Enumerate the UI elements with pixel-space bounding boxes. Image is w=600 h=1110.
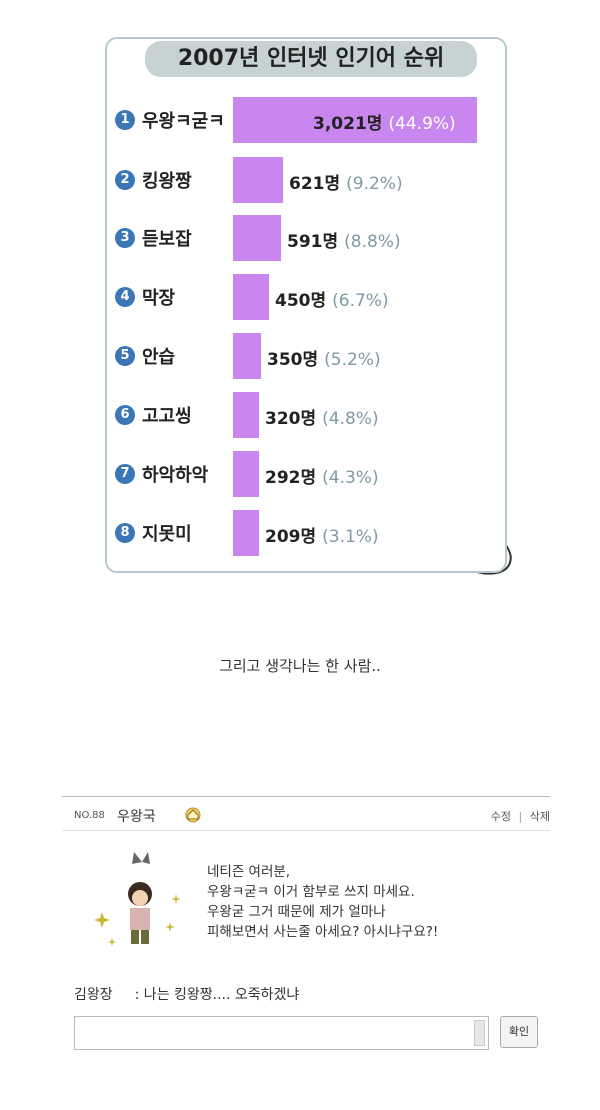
chart-row: 1 우왕ㅋ굳ㅋ 3,021명 (44.9%) <box>115 97 505 147</box>
comment-input[interactable] <box>74 1016 489 1050</box>
bar-value-label: 292명 (4.3%) <box>265 463 379 488</box>
separator: | <box>518 810 523 823</box>
chart-title: 2007년 인터넷 인기어 순위 <box>145 41 477 77</box>
count-label: 450명 <box>275 291 327 311</box>
message-line: 우왕굳 그거 때문에 제가 얼마나 <box>207 904 386 920</box>
category-label: 듣보잡 <box>142 229 192 250</box>
guestbook-entry: NO.88 우왕국 수정 | 삭제 네티즌 여러분, 우왕ㅋ굳ㅋ 이거 함부로 … <box>62 796 550 1066</box>
count-label: 292명 <box>265 468 317 488</box>
confirm-button[interactable]: 확인 <box>500 1016 538 1048</box>
bar-value-label: 450명 (6.7%) <box>275 286 389 311</box>
rank-badge: 2 <box>115 170 135 190</box>
entry-message: 네티즌 여러분, 우왕ㅋ굳ㅋ 이거 함부로 쓰지 마세요. 우왕굳 그거 때문에… <box>207 862 438 942</box>
percent-label: (5.2%) <box>324 350 381 370</box>
bar-value-label: 320명 (4.8%) <box>265 404 379 429</box>
scrollbar[interactable] <box>474 1020 485 1046</box>
count-label: 621명 <box>289 174 341 194</box>
count-label: 3,021명 <box>313 114 383 134</box>
percent-label: (4.3%) <box>322 468 379 488</box>
category-label: 우왕ㅋ굳ㅋ <box>142 111 225 132</box>
category-label: 하악하악 <box>142 465 209 486</box>
bar <box>233 333 261 379</box>
percent-label: (8.8%) <box>344 232 401 252</box>
rank-badge: 3 <box>115 228 135 248</box>
comment-text: : 나는 킹왕짱.... 오죽하겠냐 <box>134 987 300 1003</box>
count-label: 591명 <box>287 232 339 252</box>
category-label: 지못미 <box>142 524 192 545</box>
category-label: 고고씽 <box>142 406 192 427</box>
chart-row: 4 막장 450명 (6.7%) <box>115 274 505 324</box>
entry-number: NO.88 <box>74 810 105 821</box>
rank-badge: 8 <box>115 523 135 543</box>
entry-actions: 수정 | 삭제 <box>491 808 550 824</box>
rank-badge: 5 <box>115 346 135 366</box>
percent-label: (9.2%) <box>346 174 403 194</box>
category-label: 킹왕짱 <box>142 171 192 192</box>
bar <box>233 451 259 497</box>
rank-badge: 1 <box>115 110 135 130</box>
bar-value-label: 350명 (5.2%) <box>267 345 381 370</box>
bar <box>233 157 283 203</box>
bar <box>233 215 281 261</box>
chart-row: 8 지못미 209명 (3.1%) <box>115 510 505 560</box>
home-icon[interactable] <box>184 805 202 823</box>
rank-badge: 7 <box>115 464 135 484</box>
category-label: 막장 <box>142 288 176 309</box>
count-label: 320명 <box>265 409 317 429</box>
chart-row: 7 하악하악 292명 (4.3%) <box>115 451 505 501</box>
bar-value-label: 209명 (3.1%) <box>265 522 379 547</box>
comment-author[interactable]: 김왕장 <box>74 987 113 1003</box>
message-line: 우왕ㅋ굳ㅋ 이거 함부로 쓰지 마세요. <box>207 884 415 900</box>
bar-value-label: 591명 (8.8%) <box>287 227 401 252</box>
chart-row: 5 안습 350명 (5.2%) <box>115 333 505 383</box>
bar-value-label: 621명 (9.2%) <box>289 169 403 194</box>
message-line: 피해보면서 사는줄 아세요? 아시냐구요?! <box>207 924 439 940</box>
message-line: 네티즌 여러분, <box>207 864 291 880</box>
entry-author[interactable]: 우왕국 <box>117 809 156 825</box>
category-label: 안습 <box>142 347 176 368</box>
rank-badge: 6 <box>115 405 135 425</box>
bar-value-label: 3,021명 (44.9%) <box>313 109 456 134</box>
percent-label: (44.9%) <box>388 114 456 134</box>
guestbook-header: NO.88 우왕국 수정 | 삭제 <box>62 802 550 830</box>
percent-label: (3.1%) <box>322 527 379 547</box>
divider <box>62 796 550 797</box>
count-label: 350명 <box>267 350 319 370</box>
edit-link[interactable]: 수정 <box>490 810 512 823</box>
rank-badge: 4 <box>115 287 135 307</box>
bar <box>233 274 269 320</box>
percent-label: (6.7%) <box>332 291 389 311</box>
bar <box>233 97 477 143</box>
percent-label: (4.8%) <box>322 409 379 429</box>
caption-text: 그리고 생각나는 한 사람.. <box>219 657 381 675</box>
delete-link[interactable]: 삭제 <box>529 810 550 823</box>
avatar <box>94 852 181 946</box>
divider <box>62 830 550 831</box>
comment: 김왕장 : 나는 킹왕짱.... 오죽하겠냐 <box>74 984 299 1004</box>
chart-row: 2 킹왕짱 621명 (9.2%) <box>115 157 505 207</box>
chart-row: 3 듣보잡 591명 (8.8%) <box>115 215 505 265</box>
chart-row: 6 고고씽 320명 (4.8%) <box>115 392 505 442</box>
sparkle-icon <box>94 894 181 946</box>
count-label: 209명 <box>265 527 317 547</box>
pinwheel-icon <box>132 852 150 864</box>
bar <box>233 510 259 556</box>
bar <box>233 392 259 438</box>
